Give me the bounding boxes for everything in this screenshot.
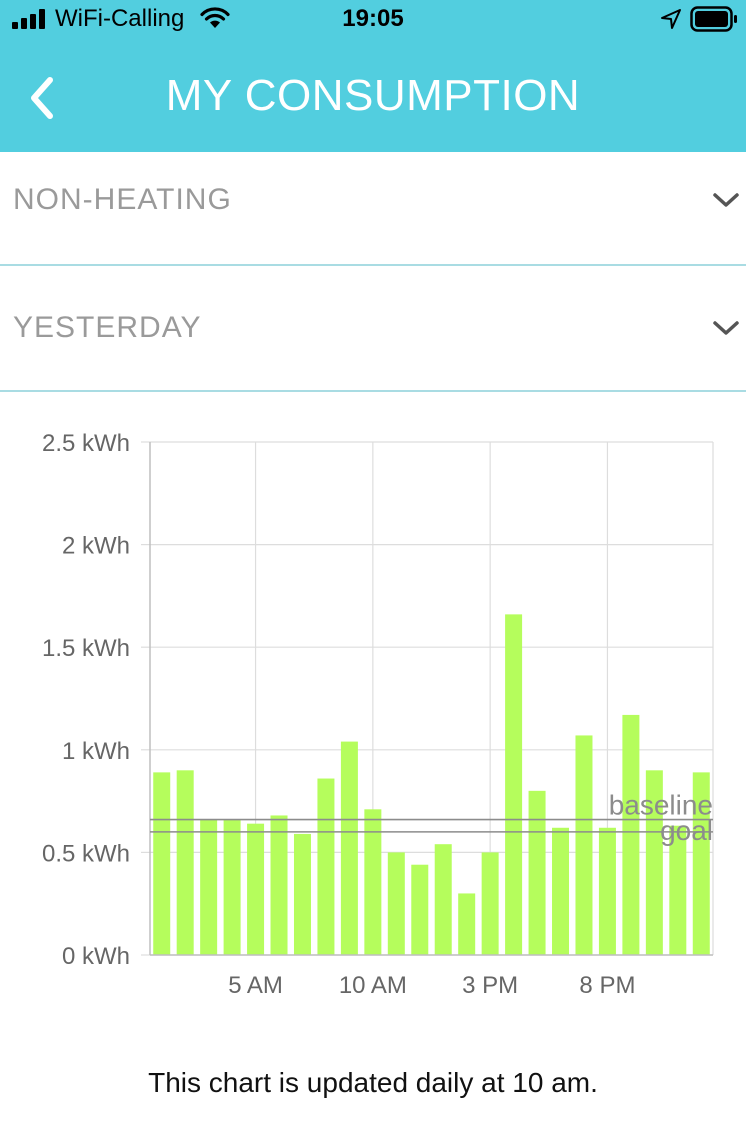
goal-label: goal <box>660 815 713 846</box>
category-dropdown[interactable]: NON-HEATING <box>0 152 746 266</box>
status-time: 19:05 <box>342 5 404 32</box>
consumption-bar <box>692 772 710 955</box>
chart-update-note: This chart is updated daily at 10 am. <box>148 1067 598 1098</box>
consumption-bar <box>505 614 523 955</box>
x-tick-label: 10 AM <box>339 972 407 999</box>
x-tick-label: 5 AM <box>228 972 283 999</box>
app-header: WiFi-Calling 19:05 MY CONSUMPTION <box>0 0 746 152</box>
period-dropdown[interactable]: YESTERDAY <box>0 278 746 392</box>
carrier-label: WiFi-Calling <box>55 5 185 32</box>
consumption-bar <box>669 825 687 955</box>
consumption-bar <box>176 770 194 955</box>
consumption-bar <box>528 790 546 955</box>
consumption-bar <box>200 819 218 955</box>
wifi-icon <box>200 7 230 28</box>
back-button[interactable] <box>22 70 66 126</box>
y-tick-label: 2 kWh <box>62 533 130 560</box>
status-bar: WiFi-Calling 19:05 <box>0 0 746 40</box>
consumption-bar <box>645 770 663 955</box>
chevron-down-icon <box>713 193 739 207</box>
consumption-bar-chart: 0 kWh 0.5 kWh 1 kWh 1.5 kWh 2 kWh 2.5 kWh 5 AM… <box>42 430 714 999</box>
chevron-down-icon <box>713 321 739 335</box>
consumption-bar <box>598 827 616 955</box>
period-selected-value: YESTERDAY <box>13 311 202 344</box>
consumption-bar <box>481 852 499 955</box>
category-selected-value: NON-HEATING <box>13 183 232 216</box>
consumption-bar <box>622 714 640 955</box>
location-arrow-icon <box>661 9 681 29</box>
consumption-bar <box>340 741 358 955</box>
y-tick-label: 0 kWh <box>62 943 130 970</box>
consumption-bar <box>458 893 476 955</box>
y-tick-label: 0.5 kWh <box>42 840 130 867</box>
consumption-bar <box>411 864 429 955</box>
consumption-bar <box>434 844 452 955</box>
page-title: MY CONSUMPTION <box>165 71 581 120</box>
consumption-bar <box>552 827 570 955</box>
consumption-bar <box>270 815 288 955</box>
consumption-bar <box>317 778 335 955</box>
y-tick-label: 1.5 kWh <box>42 635 130 662</box>
consumption-bar <box>223 819 241 955</box>
consumption-bar <box>575 735 593 955</box>
battery-icon <box>690 6 737 32</box>
signal-strength-icon <box>12 9 45 29</box>
consumption-bar <box>387 852 405 955</box>
y-tick-label: 2.5 kWh <box>42 430 130 457</box>
baseline-label: baseline <box>609 790 713 821</box>
consumption-bar <box>247 823 265 955</box>
consumption-bar <box>293 833 311 955</box>
x-tick-label: 3 PM <box>462 972 518 999</box>
consumption-bar <box>153 772 171 955</box>
y-tick-label: 1 kWh <box>62 738 130 765</box>
consumption-bar <box>364 809 382 955</box>
x-tick-label: 8 PM <box>579 972 635 999</box>
